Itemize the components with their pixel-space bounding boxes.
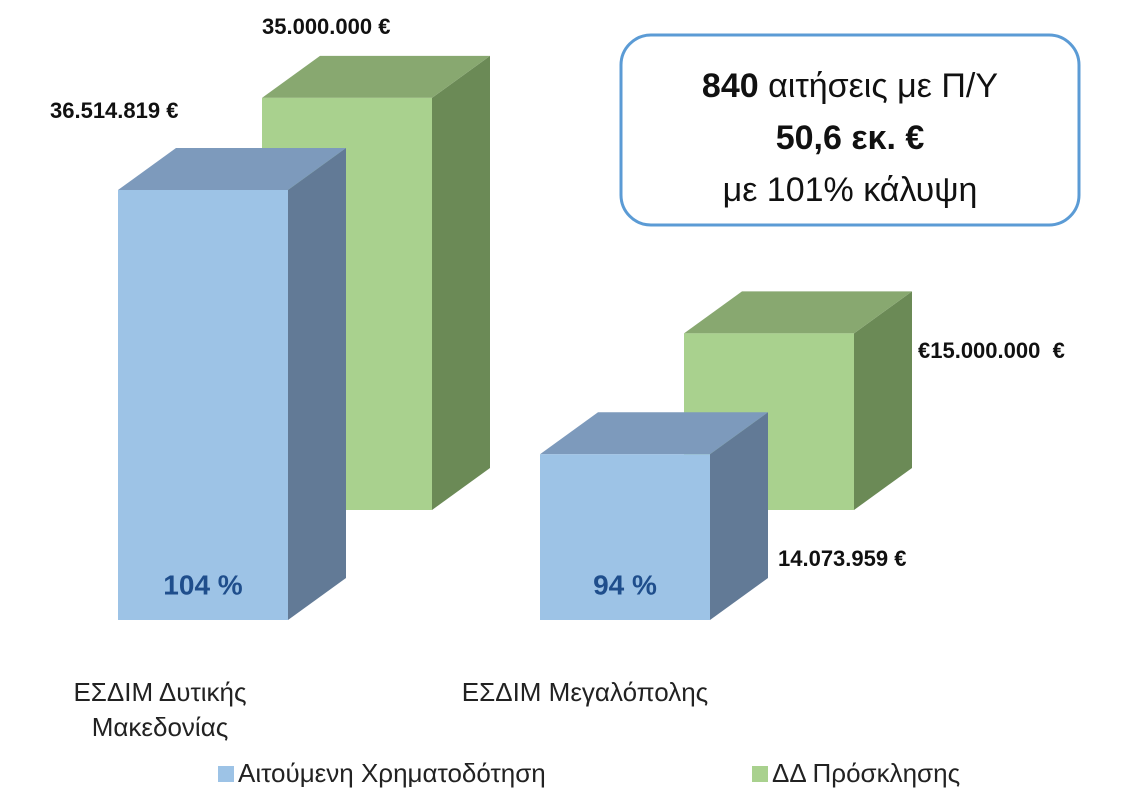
info-count: 840 xyxy=(702,67,759,105)
category-label: ΕΣΔΙΜ Μεγαλόπολης xyxy=(461,677,709,707)
legend-label: Αιτούμενη Χρηματοδότηση xyxy=(238,758,546,788)
bar xyxy=(540,454,710,620)
value-label: 36.514.819 € xyxy=(50,98,178,123)
coverage-label: 94 % xyxy=(593,569,657,600)
legend-swatch xyxy=(752,766,768,782)
bar-side xyxy=(288,148,346,620)
bar-top xyxy=(118,148,346,190)
category-label: ΕΣΔΙΜ Δυτικής Μακεδονίας xyxy=(73,677,247,742)
value-label: €15.000.000 € xyxy=(918,338,1065,363)
info-coverage: με 101% κάλυψη xyxy=(723,171,978,209)
bar xyxy=(118,190,288,620)
bar-top xyxy=(540,412,768,455)
info-box xyxy=(619,33,1081,227)
info-count-text: αιτήσεις με Π/Υ xyxy=(759,67,998,105)
coverage-label: 104 % xyxy=(163,569,242,600)
info-amount: 50,6 εκ. € xyxy=(776,119,925,157)
value-label: 14.073.959 € xyxy=(778,546,906,571)
bar-top xyxy=(262,55,490,98)
legend-swatch xyxy=(218,766,234,782)
legend-label: ΔΔ Πρόσκλησης xyxy=(772,758,960,788)
bar-side xyxy=(710,412,768,620)
info-line: 840 αιτήσεις με Π/Υ xyxy=(702,67,998,105)
value-label: 35.000.000 € xyxy=(262,14,390,39)
bar-side xyxy=(854,291,912,510)
bar-side xyxy=(432,55,490,511)
bar-top xyxy=(684,291,912,334)
